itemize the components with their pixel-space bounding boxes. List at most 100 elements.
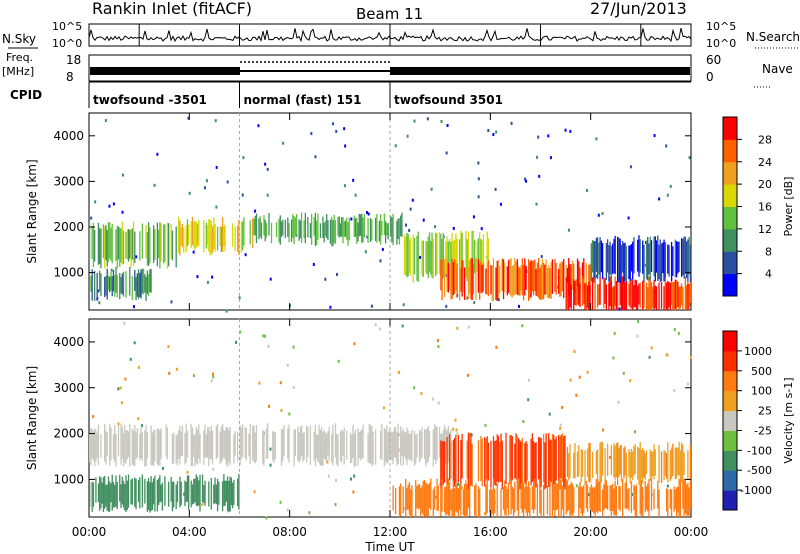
power-band-6	[658, 282, 660, 310]
velocity-band-0	[196, 429, 199, 465]
power-speckle	[540, 255, 543, 259]
velocity-band-3	[467, 489, 470, 509]
velocity-band-3	[520, 484, 522, 509]
velocity-band-2	[461, 433, 463, 479]
power-band-7	[674, 239, 676, 278]
velocity-band-2	[532, 441, 535, 486]
velocity-band-3	[526, 486, 529, 517]
velocity-band-0	[302, 432, 304, 462]
power-band-7	[625, 245, 628, 281]
velocity-band-3	[603, 484, 605, 511]
power-speckle	[242, 156, 245, 160]
power-speckle	[225, 309, 228, 313]
power-speckle	[547, 134, 550, 138]
power-band-0	[110, 227, 112, 261]
velocity-band-3	[609, 485, 611, 511]
velocity-band-3	[539, 479, 541, 514]
power-band-4	[467, 231, 470, 275]
power-band-7	[649, 236, 651, 281]
power-band-1	[120, 277, 122, 294]
power-band-4	[421, 240, 423, 277]
velocity-band-4	[600, 441, 602, 483]
cpid-panel: twofsound -3501 normal (fast) 151 twofsoun…	[88, 81, 691, 108]
velocity-band-2	[442, 440, 444, 485]
velocity-band-3	[647, 483, 649, 512]
velocity-band-4	[680, 442, 683, 483]
power-band-7	[638, 235, 640, 277]
power-band-5	[517, 266, 520, 296]
velocity-speckle	[137, 417, 140, 421]
velocity-band-0	[298, 432, 300, 463]
power-band-4	[471, 230, 473, 278]
power-speckle	[187, 116, 190, 120]
velocity-band-0	[339, 431, 342, 462]
velocity-band-2	[519, 439, 521, 490]
power-band-3	[367, 218, 369, 243]
velocity-band-4	[682, 444, 684, 480]
velocity-band-4	[606, 443, 609, 476]
power-band-2	[195, 221, 197, 248]
velocity-band-1	[126, 480, 128, 510]
power-band-5	[530, 260, 532, 298]
velocity-frame	[722, 330, 738, 511]
power-band-6	[591, 277, 594, 310]
power-band-6	[588, 282, 590, 310]
velocity-band-0	[112, 434, 115, 459]
time-tick-label-6: 00:00	[674, 525, 709, 539]
velocity-band-3	[667, 488, 669, 517]
power-band-0	[115, 229, 117, 261]
velocity-band-0	[307, 426, 309, 457]
velocity-band-1	[238, 473, 240, 510]
power-speckle	[524, 177, 527, 181]
power-band-5	[536, 262, 539, 297]
velocity-speckle	[337, 359, 340, 363]
velocity-band-3	[460, 483, 462, 516]
power-band-5	[485, 268, 487, 295]
power-band-1	[115, 267, 117, 293]
velocity-speckle	[167, 345, 170, 349]
freq-label: Freq.	[6, 51, 33, 64]
velocity-band-1	[110, 483, 112, 503]
velocity-band-0	[220, 426, 222, 463]
power-band-6	[623, 278, 625, 310]
velocity-band-0	[254, 432, 256, 464]
velocity-band-0	[248, 433, 250, 457]
power-band-2	[224, 224, 226, 252]
velocity-band-3	[613, 488, 615, 515]
velocity-band-4	[595, 451, 597, 475]
power-speckle	[379, 259, 382, 263]
power-band-2	[211, 226, 214, 253]
velocity-band-0	[288, 424, 290, 463]
power-band-6	[665, 282, 668, 310]
velocity-band-3	[555, 483, 557, 511]
velocity-band-3	[553, 486, 555, 511]
power-band-2	[213, 217, 215, 250]
velocity-band-1	[194, 478, 196, 503]
power-speckle	[352, 178, 355, 182]
velocity-band-2	[530, 438, 532, 486]
velocity-band-2	[492, 436, 495, 479]
power-band-5	[448, 265, 451, 291]
velocity-band-4	[675, 447, 678, 479]
power-speckle	[497, 298, 500, 302]
velocity-band-4	[576, 451, 579, 478]
velocity-band-3	[474, 485, 476, 516]
velocity-band-3	[427, 484, 429, 517]
velocity-band-2	[524, 443, 526, 484]
velocity-band-3	[479, 488, 481, 517]
power-band-7	[595, 237, 597, 272]
velocity-band-3	[622, 478, 624, 517]
velocity-band-0	[309, 425, 312, 465]
time-tick-label-2: 08:00	[272, 525, 307, 539]
power-band-6	[583, 279, 585, 304]
power-speckle	[365, 211, 368, 215]
power-band-6	[670, 277, 673, 305]
velocity-band-4	[658, 444, 660, 483]
velocity-band-0	[337, 434, 339, 467]
velocity-band-3	[475, 483, 477, 517]
velocity-swatch	[723, 350, 737, 372]
velocity-tick-label-1: 500	[751, 365, 772, 378]
power-band-3	[255, 213, 258, 244]
power-ytick-label-2: 3000	[53, 174, 84, 188]
power-band-7	[630, 244, 633, 272]
